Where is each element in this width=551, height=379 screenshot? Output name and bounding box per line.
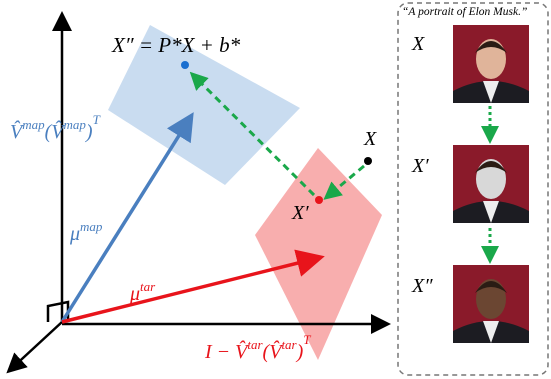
t: tar	[281, 337, 297, 352]
row-label: X″	[411, 275, 433, 297]
t: tar	[247, 337, 263, 352]
point	[364, 157, 372, 165]
sup: tar	[140, 279, 156, 294]
t: T	[303, 332, 311, 347]
t: map	[64, 117, 87, 132]
point	[181, 61, 189, 69]
label-x: X	[363, 128, 377, 150]
base: μ	[69, 223, 80, 245]
portraits	[453, 25, 529, 343]
equation: X″ = P*X + b*	[111, 33, 241, 57]
t: I − V̂	[204, 340, 250, 363]
mu-map: μmap	[69, 219, 103, 245]
base: μ	[129, 283, 140, 305]
diagram: X″ = P*X + b* X X′ μmap μtar V̂map(V̂map…	[0, 0, 551, 379]
mu-tar-arrow	[62, 258, 318, 322]
row-label: X	[411, 33, 425, 55]
t: map	[22, 117, 45, 132]
proj-map: V̂map(V̂map)T	[10, 112, 101, 143]
sup: map	[80, 219, 103, 234]
caption: “A portrait of Elon Musk.”	[402, 6, 527, 18]
label-x-prime: X′	[291, 202, 309, 224]
t: T	[93, 112, 101, 127]
tar-plane	[255, 148, 382, 360]
proj-tar: I − V̂tar(V̂tar)T	[204, 332, 311, 363]
row-label: X′	[411, 155, 429, 177]
point	[315, 196, 323, 204]
